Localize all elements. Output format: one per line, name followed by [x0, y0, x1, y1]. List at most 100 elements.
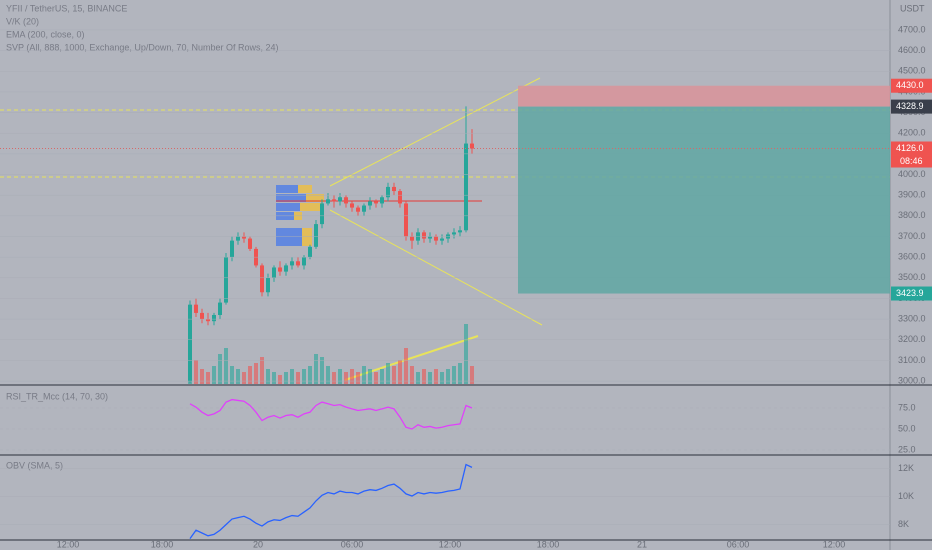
candle-body	[320, 203, 324, 225]
volume-bar	[278, 375, 282, 384]
y-tick-label: 3700.0	[898, 231, 926, 241]
y-tick-label: 4200.0	[898, 128, 926, 138]
candle-body	[212, 314, 216, 322]
y-tick-label: 3200.0	[898, 334, 926, 344]
candle-body	[200, 312, 204, 320]
candle-body	[188, 304, 192, 382]
candle-body	[464, 143, 468, 231]
y-tick-label: 4000.0	[898, 169, 926, 179]
candle-body	[218, 302, 222, 315]
time-label: 21	[637, 539, 647, 549]
trend-line	[344, 335, 479, 381]
trend-line	[329, 209, 543, 326]
candle-body	[410, 236, 414, 241]
candle-body	[308, 246, 312, 258]
candle-body	[422, 232, 426, 239]
y-tick-label: 75.0	[898, 402, 916, 412]
candle-body	[236, 236, 240, 241]
currency-label: USDT	[900, 3, 925, 13]
y-tick-label: 4500.0	[898, 66, 926, 76]
candle-body	[230, 240, 234, 258]
volume-bar	[392, 366, 396, 384]
time-label: 06:00	[341, 539, 364, 549]
candle-body	[356, 207, 360, 212]
price-tag	[891, 141, 932, 156]
rsi-title[interactable]: RSI_TR_Mcc (14, 70, 30)	[6, 391, 108, 401]
candle-body	[338, 197, 342, 202]
stop-zone	[518, 85, 890, 107]
price-tag	[891, 286, 932, 301]
indicator-label[interactable]: EMA (200, close, 0)	[6, 29, 85, 39]
volume-bar	[224, 348, 228, 384]
volume-bar	[260, 357, 264, 384]
volume-bar	[212, 366, 216, 384]
candle-body	[314, 224, 318, 247]
y-tick-label: 12K	[898, 463, 914, 473]
volume-bar	[326, 366, 330, 384]
volume-bar	[320, 357, 324, 384]
symbol-title[interactable]: YFII / TetherUS, 15, BINANCE	[6, 3, 127, 13]
y-tick-label: 25.0	[898, 444, 916, 454]
price-tag-label: 3423.9	[896, 288, 924, 298]
time-label: 18:00	[151, 539, 174, 549]
candle-body	[224, 257, 228, 303]
indicator-label[interactable]: V/K (20)	[6, 16, 39, 26]
volume-bar	[230, 366, 234, 384]
volume-bar	[284, 372, 288, 384]
volume-bar	[386, 363, 390, 384]
y-tick-label: 3900.0	[898, 190, 926, 200]
candle-body	[374, 201, 378, 204]
trend-line	[329, 77, 541, 187]
candle-body	[272, 267, 276, 278]
volume-bar	[344, 372, 348, 384]
candle-body	[194, 304, 198, 313]
volume-bar	[206, 372, 210, 384]
time-label: 12:00	[439, 539, 462, 549]
volume-bar	[380, 369, 384, 384]
obv-title[interactable]: OBV (SMA, 5)	[6, 460, 63, 470]
indicator-label[interactable]: SVP (All, 888, 1000, Exchange, Up/Down, …	[6, 42, 278, 52]
candle-body	[302, 257, 306, 266]
candle-body	[290, 261, 294, 266]
volume-bar	[332, 372, 336, 384]
volume-bar	[302, 369, 306, 384]
time-label: 06:00	[727, 539, 750, 549]
candle-body	[458, 230, 462, 233]
volume-bar	[236, 369, 240, 384]
candle-body	[362, 205, 366, 212]
y-tick-label: 3000.0	[898, 375, 926, 385]
countdown: 08:46	[900, 156, 923, 166]
volume-bar	[410, 366, 414, 384]
countdown-bg	[891, 155, 932, 168]
y-tick-label: 3300.0	[898, 313, 926, 323]
volume-bar	[446, 369, 450, 384]
volume-bar	[356, 372, 360, 384]
y-tick-label: 3500.0	[898, 272, 926, 282]
volume-bar	[350, 369, 354, 384]
y-tick-label: 4700.0	[898, 24, 926, 34]
volume-bar	[314, 354, 318, 384]
candle-body	[470, 143, 474, 149]
y-tick-label: 4600.0	[898, 45, 926, 55]
time-label: 20	[253, 539, 263, 549]
y-tick-label: 8K	[898, 519, 909, 529]
time-label: 18:00	[537, 539, 560, 549]
rsi-line	[189, 398, 473, 430]
candle-body	[278, 267, 282, 272]
candle-body	[350, 203, 354, 208]
candle-body	[392, 186, 396, 192]
volume-bar	[470, 366, 474, 384]
y-tick-label: 10K	[898, 491, 914, 501]
candle-body	[440, 238, 444, 241]
volume-bar	[398, 360, 402, 384]
candle-body	[434, 236, 438, 241]
candle-body	[368, 201, 372, 206]
volume-bar	[368, 369, 372, 384]
volume-bar	[266, 369, 270, 384]
volume-bar	[338, 369, 342, 384]
candle-body	[428, 236, 432, 239]
volume-bar	[458, 363, 462, 384]
y-tick-label: 50.0	[898, 423, 916, 433]
volume-bar	[200, 369, 204, 384]
candle-body	[452, 232, 456, 235]
